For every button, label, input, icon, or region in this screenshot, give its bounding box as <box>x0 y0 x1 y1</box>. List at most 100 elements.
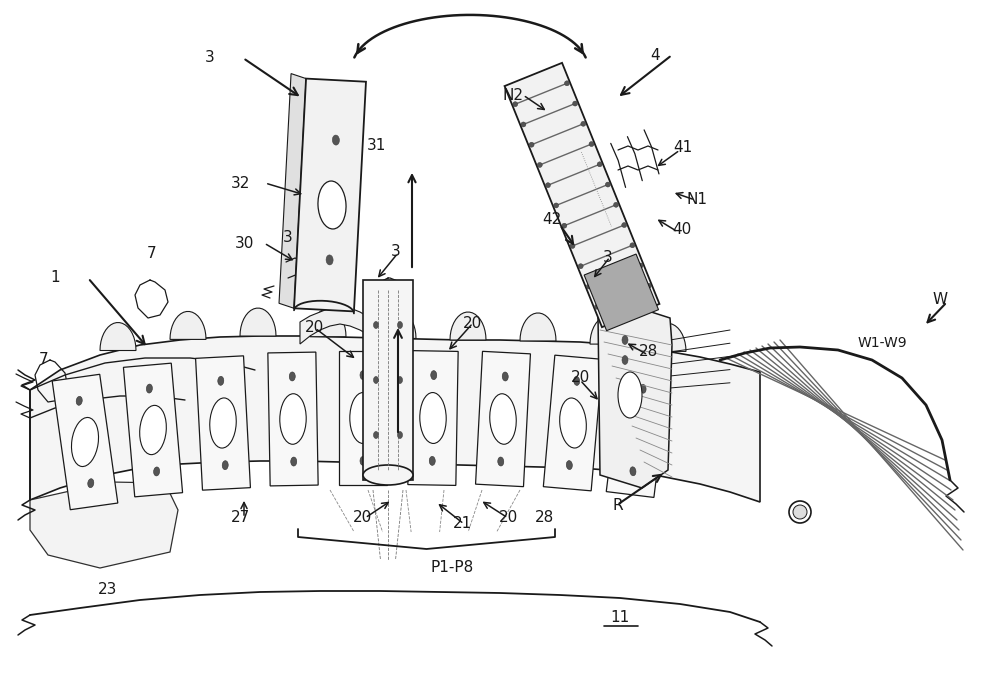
Ellipse shape <box>560 398 586 448</box>
Ellipse shape <box>638 263 643 268</box>
Text: 3: 3 <box>391 244 401 259</box>
Ellipse shape <box>618 372 642 418</box>
Ellipse shape <box>564 81 569 86</box>
Ellipse shape <box>789 501 811 523</box>
Ellipse shape <box>398 321 402 329</box>
Polygon shape <box>650 323 686 352</box>
Ellipse shape <box>318 181 346 229</box>
Text: R: R <box>613 498 623 513</box>
Ellipse shape <box>566 460 572 470</box>
Ellipse shape <box>498 457 504 466</box>
Text: 20: 20 <box>570 371 590 386</box>
Ellipse shape <box>793 505 807 519</box>
Text: 40: 40 <box>672 223 692 238</box>
Text: 28: 28 <box>534 511 554 526</box>
Ellipse shape <box>630 243 635 248</box>
Ellipse shape <box>521 122 526 127</box>
Text: W: W <box>932 293 948 308</box>
Ellipse shape <box>326 255 333 265</box>
Text: 20: 20 <box>463 316 483 331</box>
Ellipse shape <box>88 479 94 488</box>
Ellipse shape <box>360 371 366 380</box>
Polygon shape <box>30 482 178 568</box>
Ellipse shape <box>363 465 413 485</box>
Ellipse shape <box>502 372 508 381</box>
Ellipse shape <box>360 456 366 465</box>
Text: N1: N1 <box>686 193 708 208</box>
Ellipse shape <box>289 372 295 381</box>
Ellipse shape <box>578 263 583 269</box>
Ellipse shape <box>332 135 339 145</box>
Ellipse shape <box>529 142 534 147</box>
Text: 20: 20 <box>305 320 325 335</box>
Polygon shape <box>543 355 603 491</box>
Ellipse shape <box>210 398 236 448</box>
Text: 42: 42 <box>542 213 562 227</box>
Ellipse shape <box>350 392 376 443</box>
Polygon shape <box>339 351 387 485</box>
Text: 20: 20 <box>352 511 372 526</box>
Ellipse shape <box>76 397 82 405</box>
Text: 1: 1 <box>50 270 60 285</box>
Ellipse shape <box>570 244 575 249</box>
Ellipse shape <box>622 335 628 344</box>
Polygon shape <box>450 312 486 340</box>
Polygon shape <box>170 312 206 340</box>
Text: W1-W9: W1-W9 <box>857 336 907 350</box>
Text: 4: 4 <box>650 48 660 62</box>
Text: P1-P8: P1-P8 <box>430 560 474 576</box>
Ellipse shape <box>595 304 600 309</box>
Polygon shape <box>408 350 458 485</box>
Polygon shape <box>476 351 530 487</box>
Ellipse shape <box>218 376 224 385</box>
Ellipse shape <box>431 371 437 380</box>
Text: 28: 28 <box>638 344 658 359</box>
Ellipse shape <box>374 321 378 329</box>
Ellipse shape <box>140 405 166 455</box>
Polygon shape <box>123 363 183 497</box>
Ellipse shape <box>222 460 228 470</box>
Text: 3: 3 <box>205 50 215 65</box>
Polygon shape <box>300 306 370 344</box>
Polygon shape <box>363 280 413 480</box>
Polygon shape <box>100 323 136 350</box>
Ellipse shape <box>146 384 152 393</box>
Ellipse shape <box>537 162 542 168</box>
Polygon shape <box>279 73 306 308</box>
Ellipse shape <box>398 376 402 384</box>
Text: 30: 30 <box>234 236 254 251</box>
Polygon shape <box>30 336 760 502</box>
Ellipse shape <box>291 457 297 466</box>
Ellipse shape <box>646 283 651 289</box>
Polygon shape <box>240 308 276 336</box>
Polygon shape <box>606 363 670 498</box>
Text: 20: 20 <box>498 511 518 526</box>
Ellipse shape <box>71 418 99 466</box>
Text: 7: 7 <box>147 246 157 261</box>
Ellipse shape <box>622 356 628 365</box>
Polygon shape <box>380 310 416 338</box>
Ellipse shape <box>513 102 518 107</box>
Ellipse shape <box>574 376 580 386</box>
Polygon shape <box>52 374 118 510</box>
Ellipse shape <box>605 182 610 187</box>
Ellipse shape <box>625 405 651 454</box>
Ellipse shape <box>630 466 636 476</box>
Text: 23: 23 <box>98 583 118 598</box>
Ellipse shape <box>581 122 586 126</box>
Ellipse shape <box>490 394 516 444</box>
Ellipse shape <box>374 431 378 439</box>
Polygon shape <box>598 310 672 488</box>
Ellipse shape <box>640 384 646 393</box>
Ellipse shape <box>374 376 378 384</box>
Ellipse shape <box>429 456 435 465</box>
Text: N2: N2 <box>503 88 524 103</box>
Text: 41: 41 <box>673 141 693 155</box>
Polygon shape <box>268 352 318 486</box>
Text: 3: 3 <box>283 230 293 246</box>
Polygon shape <box>520 313 556 341</box>
Polygon shape <box>310 309 346 337</box>
Text: 11: 11 <box>610 610 630 625</box>
Polygon shape <box>294 79 366 312</box>
Ellipse shape <box>154 467 160 476</box>
